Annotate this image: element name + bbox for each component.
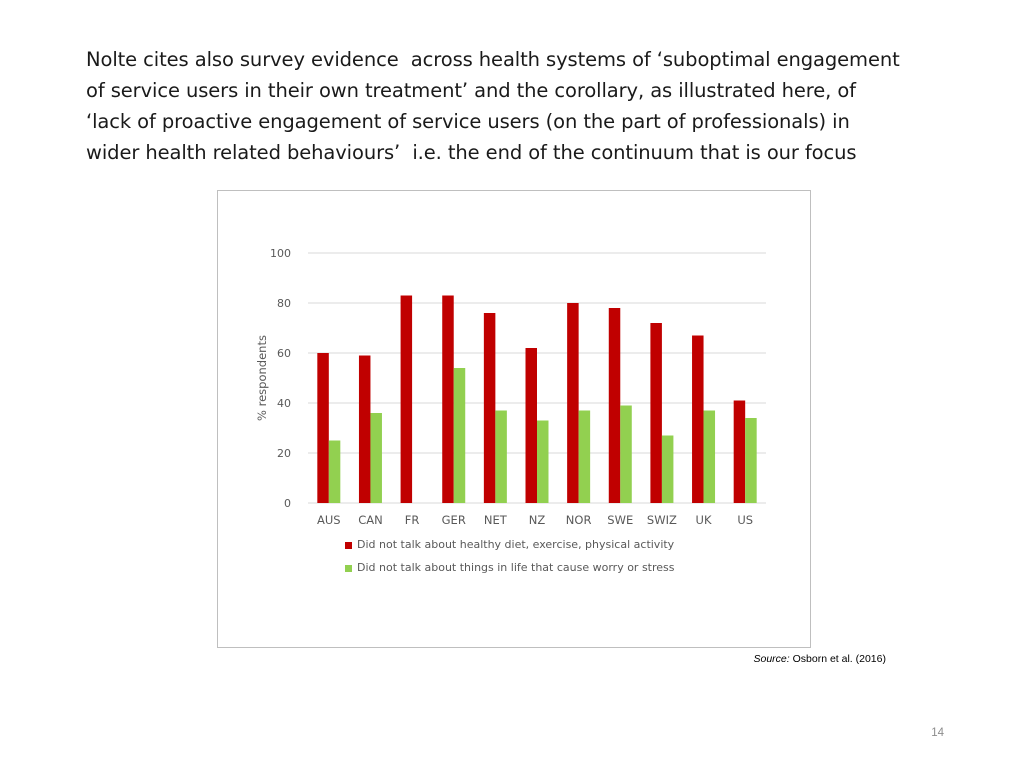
x-category-label: SWIZ <box>647 513 677 527</box>
slide-text-line: of service users in their own treatment’… <box>86 79 856 102</box>
x-category-label: SWE <box>607 513 633 527</box>
y-tick-label: 100 <box>270 247 291 260</box>
bar-red <box>442 295 454 503</box>
x-category-label: NOR <box>566 513 592 527</box>
slide-text-line: Nolte cites also survey evidence across … <box>86 48 900 71</box>
bar-red <box>567 303 579 503</box>
legend-swatch <box>345 542 352 549</box>
bar-green <box>620 405 632 503</box>
slide-text-line: wider health related behaviours’ i.e. th… <box>86 141 857 164</box>
slide-body-text: Nolte cites also survey evidence across … <box>86 44 966 168</box>
bar-red <box>733 400 746 503</box>
bar-green <box>453 368 466 503</box>
y-tick-label: 40 <box>277 397 291 410</box>
x-category-label: US <box>737 513 753 527</box>
source-citation: Source: Osborn et al. (2016) <box>754 653 887 665</box>
bar-red <box>650 323 662 503</box>
legend-label: Did not talk about healthy diet, exercis… <box>357 538 675 551</box>
page-number: 14 <box>931 727 944 739</box>
source-text: Osborn et al. (2016) <box>789 653 886 665</box>
y-tick-label: 20 <box>277 447 291 460</box>
bar-chart: 0 20 40 60 80 100 % respondents AUS CAN FR GER NET N… <box>255 247 766 574</box>
y-tick-label: 60 <box>277 347 291 360</box>
legend-label: Did not talk about things in life that c… <box>357 561 675 574</box>
bar-green <box>495 410 507 503</box>
bar-red <box>483 313 496 503</box>
x-category-label: AUS <box>317 513 341 527</box>
bar-red <box>608 308 621 503</box>
bar-green <box>703 410 716 503</box>
legend-swatch <box>345 565 352 572</box>
bar-green <box>661 435 674 503</box>
slide-text-line: ‘lack of proactive engagement of service… <box>86 110 850 133</box>
bar-green <box>537 420 549 503</box>
source-label: Source: <box>753 653 790 665</box>
bar-red <box>400 295 413 503</box>
bar-red <box>317 353 329 503</box>
y-tick-label: 0 <box>284 497 291 510</box>
y-axis-title: % respondents <box>255 335 269 421</box>
bar-red <box>692 335 704 503</box>
bar-red <box>525 348 537 503</box>
y-tick-label: 80 <box>277 297 291 310</box>
x-category-label: NZ <box>529 513 546 527</box>
bar-green <box>328 440 341 503</box>
bar-red <box>358 355 371 503</box>
chart-frame: 0 20 40 60 80 100 % respondents AUS CAN FR GER NET N… <box>217 190 811 648</box>
bar-green <box>745 418 757 503</box>
bar-green <box>578 410 591 503</box>
x-category-label: NET <box>484 513 508 527</box>
x-category-label: UK <box>696 513 712 527</box>
x-category-label: FR <box>405 513 420 527</box>
bar-green <box>370 413 382 503</box>
x-category-label: GER <box>442 513 466 527</box>
x-category-label: CAN <box>358 513 383 527</box>
